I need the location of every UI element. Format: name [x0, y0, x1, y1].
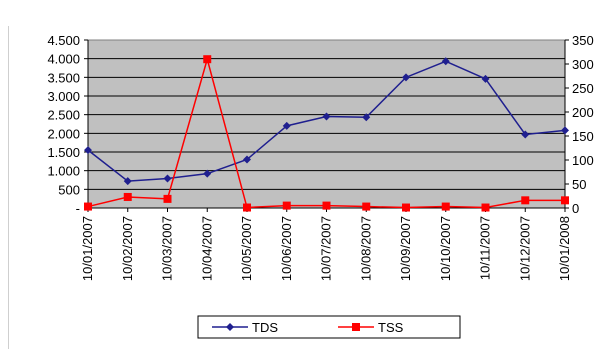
y-left-tick-label: 1.500 — [47, 145, 80, 160]
y-left-tick-label: 500 — [58, 182, 80, 197]
x-tick-label: 10/02/2007 — [120, 216, 135, 281]
y-left-tick-label: 4.500 — [47, 33, 80, 48]
data-point-tds — [123, 177, 132, 186]
data-point-tss — [84, 202, 92, 211]
y-right-tick-label: 0 — [572, 201, 579, 216]
legend-marker-tss — [352, 323, 360, 331]
data-point-tds — [203, 169, 212, 178]
data-point-tss — [203, 55, 212, 64]
data-point-tss — [521, 196, 530, 205]
data-point-tss — [163, 194, 172, 203]
data-point-tss — [282, 201, 291, 210]
x-tick-label: 10/12/2007 — [517, 216, 532, 281]
y-right-tick-label: 300 — [572, 57, 594, 72]
data-point-tds — [322, 112, 331, 121]
y-right-tick-label: 350 — [572, 33, 594, 48]
y-left-tick-label: 2.500 — [47, 108, 80, 123]
legend-label-tss: TSS — [378, 320, 404, 335]
data-point-tds — [441, 57, 450, 66]
data-point-tds — [362, 113, 371, 122]
data-point-tds — [561, 126, 569, 135]
legend-box — [197, 315, 461, 339]
data-point-tds — [163, 174, 172, 183]
y-right-tick-label: 50 — [572, 177, 586, 192]
y-right-tick-label: 200 — [572, 105, 594, 120]
data-point-tss — [561, 196, 569, 205]
data-point-tss — [481, 203, 490, 212]
data-point-tss — [362, 202, 371, 211]
y-right-tick-label: 100 — [572, 153, 594, 168]
y-left-tick-label: 2.000 — [47, 126, 80, 141]
x-tick-label: 10/05/2007 — [239, 216, 254, 281]
x-tick-label: 10/09/2007 — [398, 216, 413, 281]
y-right-tick-label: 250 — [572, 81, 594, 96]
x-tick-label: 10/11/2007 — [478, 216, 493, 280]
x-tick-label: 10/10/2007 — [438, 216, 453, 281]
x-tick-label: 10/06/2007 — [279, 216, 294, 281]
y-left-tick-label: - — [76, 201, 80, 216]
x-tick-label: 10/01/2008 — [557, 216, 572, 281]
data-point-tss — [441, 202, 450, 211]
data-point-tds — [243, 155, 251, 164]
frame-left-edge — [8, 26, 9, 349]
y-left-tick-label: 4.000 — [47, 52, 80, 67]
x-tick-label: 10/04/2007 — [199, 216, 214, 281]
data-point-tss — [322, 201, 331, 210]
y-left-tick-label: 3.000 — [47, 89, 80, 104]
data-point-tds — [402, 73, 410, 82]
data-point-tds — [481, 74, 490, 83]
data-point-tss — [243, 203, 251, 212]
data-point-tds — [282, 121, 291, 130]
legend-marker-tds — [226, 323, 234, 331]
data-point-tss — [402, 203, 410, 212]
x-tick-label: 10/01/2007 — [80, 216, 95, 281]
x-tick-label: 10/08/2007 — [358, 216, 373, 281]
data-point-tds — [84, 146, 92, 155]
y-right-tick-label: 150 — [572, 129, 594, 144]
y-left-tick-label: 3.500 — [47, 70, 80, 85]
legend-label-tds: TDS — [252, 320, 278, 335]
data-point-tss — [123, 192, 132, 201]
x-tick-label: 10/03/2007 — [160, 216, 175, 281]
plot-area — [87, 39, 566, 209]
y-left-tick-label: 1.000 — [47, 164, 80, 179]
x-tick-label: 10/07/2007 — [319, 216, 334, 281]
data-point-tds — [521, 130, 530, 139]
